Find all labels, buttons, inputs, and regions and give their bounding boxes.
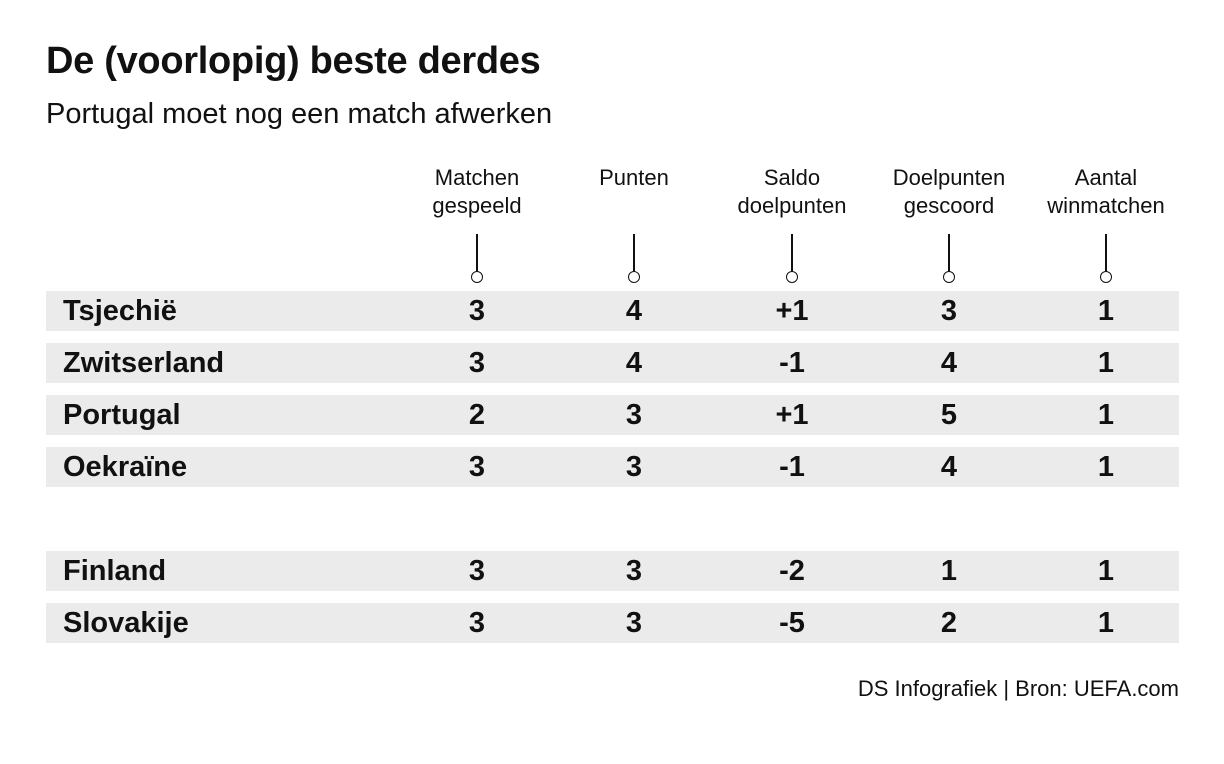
- table-cell: 3: [468, 555, 486, 587]
- column-pointer-line: [791, 234, 793, 272]
- table-cell: 3: [625, 399, 643, 431]
- column-header: Doelpunten gescoord: [892, 165, 1006, 218]
- table-row: Oekraïne 3 3 -1 4 1: [46, 447, 1179, 487]
- chart-subtitle: Portugal moet nog een match afwerken: [46, 98, 553, 130]
- column-header: Punten: [599, 165, 669, 190]
- column-pointer-line: [633, 234, 635, 272]
- team-name: Zwitserland: [63, 347, 225, 379]
- table-cell: 1: [1097, 347, 1115, 379]
- column-pointer-line: [1105, 234, 1107, 272]
- table-cell: 2: [468, 399, 486, 431]
- column-header: Aantal winmatchen: [1047, 165, 1165, 218]
- table-cell: 3: [940, 295, 958, 327]
- table-cell: 4: [625, 347, 643, 379]
- table-cell: 3: [468, 607, 486, 639]
- table-cell: 3: [625, 607, 643, 639]
- table-row: Zwitserland 3 4 -1 4 1: [46, 343, 1179, 383]
- table-row: Portugal 2 3 +1 5 1: [46, 395, 1179, 435]
- table-cell: -1: [779, 347, 805, 379]
- table-cell: 4: [625, 295, 643, 327]
- table-cell: 3: [468, 347, 486, 379]
- source-credit: DS Infografiek | Bron: UEFA.com: [857, 676, 1179, 701]
- team-name: Slovakije: [63, 607, 189, 639]
- column-pointer-dot: [1100, 271, 1112, 283]
- column-pointer-dot: [786, 271, 798, 283]
- table-cell: 1: [1097, 451, 1115, 483]
- team-name: Oekraïne: [63, 451, 188, 483]
- table-row: Finland 3 3 -2 1 1: [46, 551, 1179, 591]
- table-cell: 1: [1097, 399, 1115, 431]
- team-name: Finland: [63, 555, 167, 587]
- table-cell: +1: [775, 295, 809, 327]
- table-cell: 3: [468, 451, 486, 483]
- table-cell: 4: [940, 347, 958, 379]
- team-name: Tsjechië: [63, 295, 177, 327]
- table-cell: 1: [1097, 607, 1115, 639]
- table-cell: 1: [1097, 555, 1115, 587]
- table-cell: 1: [1097, 295, 1115, 327]
- column-header: Saldo doelpunten: [737, 165, 847, 218]
- table-cell: -2: [779, 555, 805, 587]
- table-cell: 4: [940, 451, 958, 483]
- table-cell: +1: [775, 399, 809, 431]
- column-pointer-dot: [943, 271, 955, 283]
- table-cell: -5: [779, 607, 805, 639]
- table-row: Slovakije 3 3 -5 2 1: [46, 603, 1179, 643]
- table-cell: -1: [779, 451, 805, 483]
- table-cell: 2: [940, 607, 958, 639]
- column-pointer-line: [476, 234, 478, 272]
- table-row: Tsjechië 3 4 +1 3 1: [46, 291, 1179, 331]
- column-pointer-dot: [628, 271, 640, 283]
- team-name: Portugal: [63, 399, 181, 431]
- table-cell: 3: [625, 451, 643, 483]
- chart-title: De (voorlopig) beste derdes: [46, 40, 541, 82]
- table-cell: 5: [940, 399, 958, 431]
- column-pointer-dot: [471, 271, 483, 283]
- column-header: Matchen gespeeld: [432, 165, 522, 218]
- table-cell: 3: [468, 295, 486, 327]
- column-pointer-line: [948, 234, 950, 272]
- table-cell: 1: [940, 555, 958, 587]
- table-cell: 3: [625, 555, 643, 587]
